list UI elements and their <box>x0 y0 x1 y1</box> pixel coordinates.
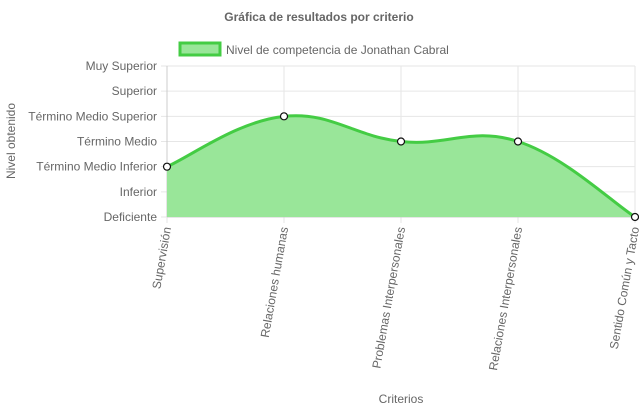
x-tick-label: Relaciones humanas <box>258 226 291 339</box>
y-tick-label: Muy Superior <box>86 59 157 73</box>
legend-swatch <box>178 41 222 57</box>
y-tick-label: Deficiente <box>104 210 158 224</box>
data-point-1[interactable] <box>162 162 172 171</box>
series-fill <box>167 115 635 217</box>
data-point-2[interactable] <box>279 112 289 121</box>
y-tick-label: Inferior <box>120 185 157 199</box>
y-axis-ticks: Deficiente Inferior Término Medio Inferior… <box>28 59 157 224</box>
x-tick-label: Supervisión <box>149 226 174 290</box>
y-tick-label: Término Medio Inferior <box>36 160 157 174</box>
x-tick-label: Relaciones Interpersonales <box>486 226 525 372</box>
y-tick-label: Término Medio <box>77 135 157 149</box>
data-point-3[interactable] <box>396 137 406 146</box>
chart-title: Gráfica de resultados por criterio <box>224 10 413 24</box>
x-tick-label: Sentido Común y Tacto <box>607 226 639 351</box>
y-axis-title: Nivel obtenido <box>4 103 18 179</box>
x-axis-title: Criterios <box>379 392 424 406</box>
data-point-4[interactable] <box>513 137 523 146</box>
legend[interactable]: Nivel de competencia de Jonathan Cabral <box>178 41 449 57</box>
x-axis-ticks: Supervisión Relaciones humanas Problemas I… <box>149 226 639 372</box>
y-tick-label: Término Medio Superior <box>28 109 157 123</box>
legend-label: Nivel de competencia de Jonathan Cabral <box>226 43 449 57</box>
data-point-5[interactable] <box>630 212 639 222</box>
x-tick-label: Problemas Interpersonales <box>369 226 408 370</box>
y-tick-label: Superior <box>112 84 157 98</box>
